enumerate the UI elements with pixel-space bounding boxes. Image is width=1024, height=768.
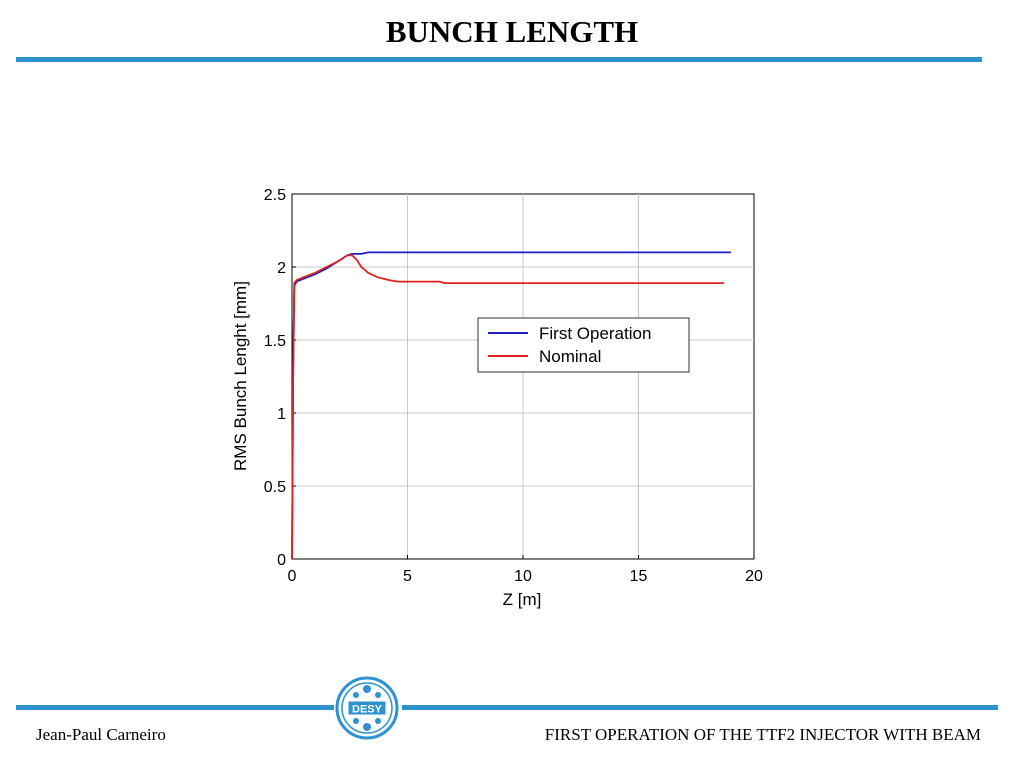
series-lines (291, 251, 731, 560)
legend: First Operation Nominal (477, 317, 690, 373)
x-tick-label: 15 (630, 568, 648, 585)
y-tick-label: 1 (277, 406, 286, 423)
y-tick-label: 1.5 (264, 333, 286, 350)
x-tick-label: 5 (403, 568, 412, 585)
y-tick-labels: 0 0.5 1 1.5 2 2.5 (264, 187, 286, 569)
y-tick-label: 0.5 (264, 479, 286, 496)
x-axis-label: Z [m] (503, 590, 542, 609)
x-tick-labels: 0 5 10 15 20 (288, 568, 763, 585)
footer-rule-right (402, 705, 998, 710)
x-tick-label: 20 (745, 568, 763, 585)
x-tick-label: 0 (288, 568, 297, 585)
logo-text: DESY (352, 704, 383, 716)
y-axis-label: RMS Bunch Lenght [mm] (231, 281, 250, 471)
footer-author: Jean-Paul Carneiro (36, 725, 166, 744)
y-tick-label: 2 (277, 260, 286, 277)
title-rule (16, 57, 982, 62)
footer-presentation-title: FIRST OPERATION OF THE TTF2 INJECTOR WIT… (544, 725, 981, 744)
desy-logo: DESY (335, 676, 399, 740)
legend-label-nominal: Nominal (539, 347, 601, 366)
legend-label-first-operation: First Operation (539, 324, 651, 343)
slide-title: BUNCH LENGTH (385, 14, 639, 49)
y-tick-label: 0 (277, 552, 286, 569)
x-tick-label: 10 (514, 568, 532, 585)
legend-box (477, 317, 690, 373)
bunch-length-chart: 0 5 10 15 20 0 0.5 1 1.5 2 2.5 Z [m] RMS Bunch Le… (231, 187, 763, 609)
y-tick-label: 2.5 (264, 187, 286, 204)
footer-rule-left (16, 705, 334, 710)
series-line-nominal (291, 254, 724, 560)
